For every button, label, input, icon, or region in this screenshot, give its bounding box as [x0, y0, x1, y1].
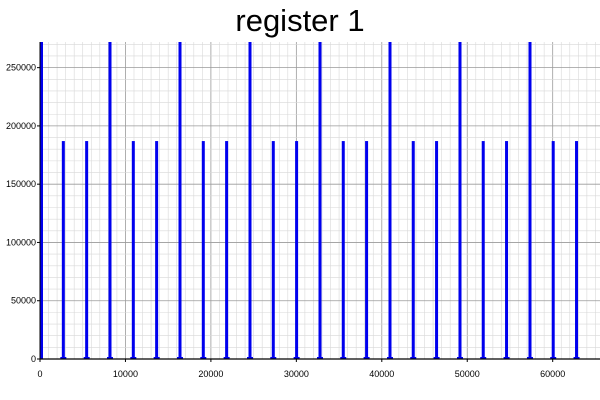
bar: [248, 42, 252, 359]
bar: [225, 141, 229, 359]
bar: [551, 141, 555, 359]
axes: [39, 42, 600, 360]
bar-base: [550, 357, 557, 359]
bar-base: [387, 357, 393, 359]
bar: [201, 141, 205, 359]
x-tick-label: 50000: [455, 369, 480, 379]
y-tick-label: 50000: [11, 296, 36, 306]
x-axis-ticks: 0 10000 20000 30000 40000 50000 60000: [37, 359, 565, 379]
bar: [178, 42, 182, 359]
bar: [108, 42, 112, 359]
y-tick-label: 0: [31, 354, 36, 364]
bar-base: [503, 357, 510, 359]
bars: [40, 42, 580, 359]
bar-base: [153, 357, 160, 359]
bar: [411, 141, 415, 359]
bar-base: [60, 357, 67, 359]
bar: [341, 141, 345, 359]
bar: [435, 141, 439, 359]
x-tick-label: 0: [37, 369, 42, 379]
bar-base: [177, 357, 183, 359]
bar-base: [223, 357, 230, 359]
bar: [528, 42, 532, 359]
bar-base: [363, 357, 370, 359]
bar-base: [457, 357, 463, 359]
x-tick-label: 40000: [369, 369, 394, 379]
bar: [155, 141, 159, 359]
bar: [295, 141, 299, 359]
bar-base: [130, 357, 137, 359]
bar: [458, 42, 462, 359]
bar-base: [317, 357, 323, 359]
bar-base: [83, 357, 90, 359]
x-tick-label: 10000: [113, 369, 138, 379]
bar: [271, 141, 275, 359]
bar: [481, 141, 485, 359]
bar: [388, 42, 392, 359]
bar-base: [293, 357, 300, 359]
bar-base: [410, 357, 417, 359]
bar-base: [340, 357, 347, 359]
bar: [505, 141, 509, 359]
bar: [131, 141, 135, 359]
bar: [318, 42, 322, 359]
bar-base: [270, 357, 277, 359]
bar-base: [527, 357, 533, 359]
y-axis-ticks: 0 50000 100000 150000 200000 250000: [6, 63, 40, 364]
bar: [575, 141, 579, 359]
x-tick-label: 30000: [284, 369, 309, 379]
x-tick-label: 20000: [198, 369, 223, 379]
bar-base: [433, 357, 440, 359]
bar: [61, 141, 65, 359]
bar-base: [107, 357, 113, 359]
y-tick-label: 250000: [6, 63, 36, 73]
y-tick-label: 200000: [6, 121, 36, 131]
bar-base: [247, 357, 253, 359]
x-tick-label: 60000: [540, 369, 565, 379]
y-tick-label: 100000: [6, 237, 36, 247]
chart-title: register 1: [235, 3, 365, 38]
bar-base: [200, 357, 207, 359]
bar-base: [480, 357, 487, 359]
bar: [365, 141, 369, 359]
bar: [85, 141, 89, 359]
bar-base: [573, 357, 580, 359]
bar: [40, 42, 43, 359]
y-tick-label: 150000: [6, 179, 36, 189]
